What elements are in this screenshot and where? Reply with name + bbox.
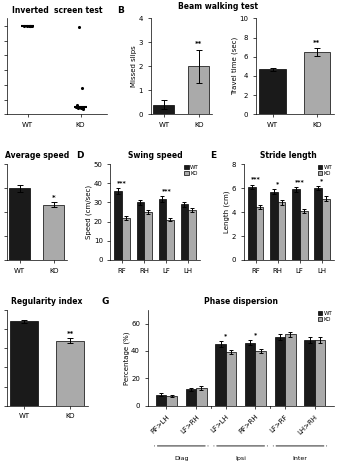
Point: [74, 103, 79, 111]
Point: [79, 85, 85, 92]
Bar: [186, 389, 196, 406]
Y-axis label: Travel time (sec): Travel time (sec): [231, 37, 238, 95]
Text: Swing speed: Swing speed: [128, 151, 183, 160]
Text: Inverted  screen test: Inverted screen test: [12, 6, 102, 15]
Text: Regularity index: Regularity index: [11, 297, 83, 306]
Text: Beam walking test: Beam walking test: [178, 2, 258, 11]
Y-axis label: Length (cm): Length (cm): [224, 191, 231, 233]
Text: *: *: [254, 332, 257, 337]
Text: *: *: [52, 195, 56, 201]
Text: Diag: Diag: [174, 455, 189, 461]
Bar: [10, 321, 38, 406]
Bar: [115, 191, 122, 260]
Point: [29, 22, 34, 30]
Bar: [166, 220, 174, 260]
Text: Phase dispersion: Phase dispersion: [204, 297, 278, 306]
Text: *: *: [320, 177, 324, 183]
Y-axis label: Speed (cm/sec): Speed (cm/sec): [86, 185, 92, 239]
Point: [80, 105, 85, 112]
Point: [76, 24, 81, 31]
Text: Stride length: Stride length: [261, 151, 317, 160]
Text: **: **: [195, 41, 202, 47]
Point: [28, 22, 34, 30]
Point: [79, 104, 84, 112]
Text: B: B: [117, 6, 124, 15]
Bar: [188, 210, 196, 260]
Point: [74, 102, 80, 109]
Text: ***: ***: [295, 179, 305, 184]
Point: [75, 105, 81, 112]
Point: [22, 22, 27, 30]
Text: Ipsi: Ipsi: [235, 455, 246, 461]
Bar: [43, 205, 64, 260]
Y-axis label: Missed slips: Missed slips: [131, 46, 137, 87]
Point: [27, 22, 32, 30]
Point: [25, 22, 30, 30]
Bar: [300, 211, 308, 260]
Y-axis label: Percentage (%): Percentage (%): [123, 331, 130, 384]
Bar: [245, 343, 255, 406]
Point: [27, 22, 33, 30]
Bar: [292, 189, 300, 260]
Bar: [270, 192, 278, 260]
Bar: [136, 202, 144, 260]
Bar: [315, 340, 325, 406]
Bar: [304, 340, 315, 406]
Text: **: **: [66, 331, 74, 337]
Legend: WT, KO: WT, KO: [317, 310, 333, 322]
Bar: [56, 341, 84, 406]
Bar: [285, 335, 296, 406]
Text: ***: ***: [161, 188, 171, 193]
Bar: [275, 337, 285, 406]
Bar: [304, 52, 330, 114]
Bar: [215, 344, 226, 406]
Bar: [144, 212, 152, 260]
Bar: [153, 105, 174, 114]
Bar: [188, 66, 209, 114]
Bar: [181, 204, 188, 260]
Legend: WT, KO: WT, KO: [184, 165, 200, 177]
Text: **: **: [313, 40, 320, 46]
Point: [81, 104, 86, 112]
Legend: WT, KO: WT, KO: [317, 165, 333, 177]
Text: *: *: [224, 334, 227, 338]
Text: Inter: Inter: [293, 455, 307, 461]
Point: [27, 22, 33, 30]
Bar: [122, 218, 130, 260]
Bar: [255, 351, 266, 406]
Bar: [158, 199, 166, 260]
Bar: [322, 199, 330, 260]
Bar: [278, 202, 285, 260]
Text: D: D: [76, 151, 84, 160]
Text: ***: ***: [251, 177, 261, 182]
Bar: [226, 352, 236, 406]
Bar: [248, 187, 256, 260]
Text: ***: ***: [117, 180, 127, 185]
Bar: [256, 207, 264, 260]
Bar: [156, 395, 166, 406]
Bar: [166, 396, 177, 406]
Bar: [196, 388, 207, 406]
Point: [28, 22, 33, 30]
Bar: [314, 188, 322, 260]
Text: *: *: [276, 181, 279, 186]
Bar: [259, 69, 286, 114]
Text: E: E: [210, 151, 216, 160]
Text: Average speed: Average speed: [4, 151, 69, 160]
Text: G: G: [101, 297, 109, 306]
Bar: [9, 188, 30, 260]
